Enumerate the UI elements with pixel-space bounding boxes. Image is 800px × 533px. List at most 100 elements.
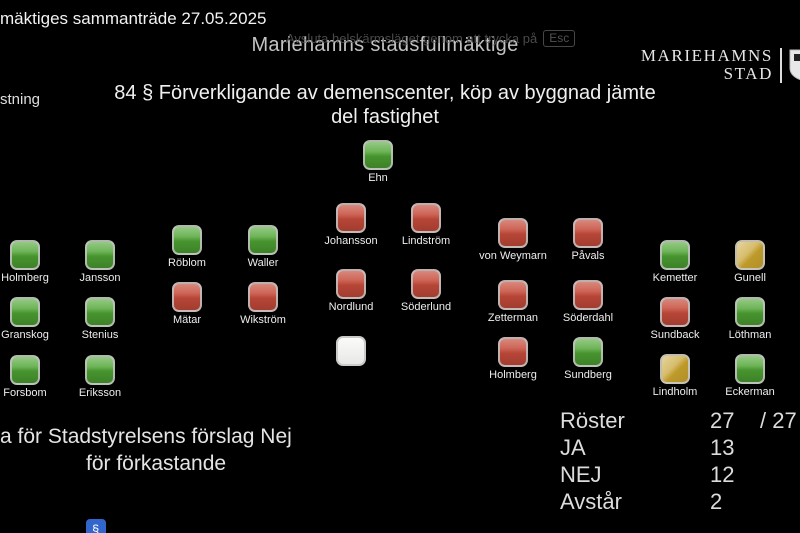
member-name: Jansson — [79, 272, 121, 284]
agenda-line2: del fastighet — [331, 106, 439, 128]
result-value: 13 — [710, 435, 735, 460]
vote-tile: Nordlund — [303, 269, 399, 313]
vote-tile: Ehn — [330, 140, 426, 184]
vote-indicator — [660, 354, 690, 384]
vote-tile: Gunell — [702, 240, 798, 284]
vote-indicator — [10, 297, 40, 327]
result-value: 2 — [710, 489, 723, 514]
result-label: Röster — [560, 408, 625, 433]
result-label: Avstår — [560, 489, 622, 514]
member-name: Lindholm — [652, 386, 698, 398]
vote-tile: Stenius — [52, 297, 148, 341]
vote-tile: Söderdahl — [540, 280, 636, 324]
vote-tile: Jansson — [52, 240, 148, 284]
member-name: Eriksson — [78, 387, 122, 399]
vote-indicator — [85, 297, 115, 327]
vote-tile: Sundback — [627, 297, 723, 341]
paragraph-badge-button[interactable]: § — [86, 519, 106, 533]
left-text-fragment: stning — [0, 91, 41, 108]
city-logo-line2: STAD — [723, 64, 773, 83]
member-name: Holmberg — [489, 369, 537, 381]
member-name: Söderlund — [400, 301, 452, 313]
member-name: von Weymarn — [479, 250, 547, 262]
vote-indicator — [735, 240, 765, 270]
member-name: Ehn — [368, 172, 388, 184]
vote-tile: Eriksson — [52, 355, 148, 399]
vote-tile: Zetterman — [465, 280, 561, 324]
vote-indicator — [172, 282, 202, 312]
vote-indicator — [172, 225, 202, 255]
vote-indicator — [573, 218, 603, 248]
vote-results: Röster 27 / 27 JA 13 NEJ 12 Avstår 2 — [560, 407, 797, 515]
member-name: Holmberg — [1, 272, 49, 284]
vote-indicator — [573, 337, 603, 367]
vote-indicator — [735, 297, 765, 327]
vote-indicator — [498, 280, 528, 310]
member-name: Johansson — [324, 235, 378, 247]
page-title: Mariehamns stadsfullmäktige — [251, 34, 519, 56]
coat-of-arms-icon — [789, 49, 800, 81]
member-name: Löthman — [728, 329, 772, 341]
vote-indicator — [85, 355, 115, 385]
vote-indicator — [660, 240, 690, 270]
result-value: 12 — [710, 462, 735, 487]
vote-tile: Lindström — [378, 203, 474, 247]
result-suffix — [760, 461, 797, 488]
result-label: NEJ — [560, 462, 602, 487]
member-name: Gunell — [734, 272, 766, 284]
vote-indicator — [336, 269, 366, 299]
result-label: JA — [560, 435, 586, 460]
member-name: Röblom — [168, 257, 206, 269]
vote-indicator — [248, 282, 278, 312]
meeting-title: mäktiges sammanträde 27.05.2025 — [0, 9, 267, 28]
member-name: Waller — [247, 257, 279, 269]
member-name: Zetterman — [487, 312, 539, 324]
vote-indicator — [10, 240, 40, 270]
vote-tile: Söderlund — [378, 269, 474, 313]
member-name: Nordlund — [328, 301, 374, 313]
vote-tile: Mätar — [139, 282, 235, 326]
member-name: Sundberg — [564, 369, 612, 381]
vote-tile: von Weymarn — [465, 218, 561, 262]
vote-indicator — [85, 240, 115, 270]
vote-tile: Granskog — [0, 297, 73, 341]
vote-tile: Waller — [215, 225, 311, 269]
legend-line2: för förkastande — [86, 452, 227, 475]
result-suffix — [760, 434, 797, 461]
vote-indicator — [735, 354, 765, 384]
vote-tile: Påvals — [540, 218, 636, 262]
city-logo-line1: MARIEHAMNS — [640, 46, 773, 65]
result-row-avstar: Avstår 2 — [560, 488, 797, 515]
vote-tile: Wikström — [215, 282, 311, 326]
member-name: Granskog — [1, 329, 49, 341]
member-name: Kemetter — [652, 272, 698, 284]
vote-tile: Holmberg — [465, 337, 561, 381]
vote-tile: Forsbom — [0, 355, 73, 399]
member-name: Sundback — [650, 329, 700, 341]
vote-indicator — [336, 336, 366, 366]
member-name: Stenius — [81, 329, 119, 341]
vote-indicator — [498, 218, 528, 248]
member-name: Påvals — [571, 250, 605, 262]
result-row-nej: NEJ 12 — [560, 461, 797, 488]
member-name: Lindström — [401, 235, 451, 247]
fullscreen-exit-toast-text: Avsluta helskärmsläget genom att trycka … — [286, 31, 538, 46]
vote-legend: a för Stadstyrelsens förslag Nej för för… — [0, 423, 292, 477]
vote-indicator — [498, 337, 528, 367]
city-logo-text: MARIEHAMNS STAD — [641, 47, 773, 83]
vote-tile: Löthman — [702, 297, 798, 341]
vote-indicator — [573, 280, 603, 310]
result-suffix: / 27 — [760, 408, 797, 433]
agenda-heading: 84 § Förverkligande av demenscenter, köp… — [0, 81, 770, 129]
vote-tile: Röblom — [139, 225, 235, 269]
member-name: Mätar — [172, 314, 202, 326]
vote-tile: Lindholm — [627, 354, 723, 398]
vote-tile: Johansson — [303, 203, 399, 247]
vote-indicator — [363, 140, 393, 170]
vote-tile: Eckerman — [702, 354, 798, 398]
result-row-ja: JA 13 — [560, 434, 797, 461]
member-name: Söderdahl — [562, 312, 614, 324]
result-value: 27 — [710, 408, 735, 433]
esc-key-hint: Esc — [543, 30, 576, 47]
